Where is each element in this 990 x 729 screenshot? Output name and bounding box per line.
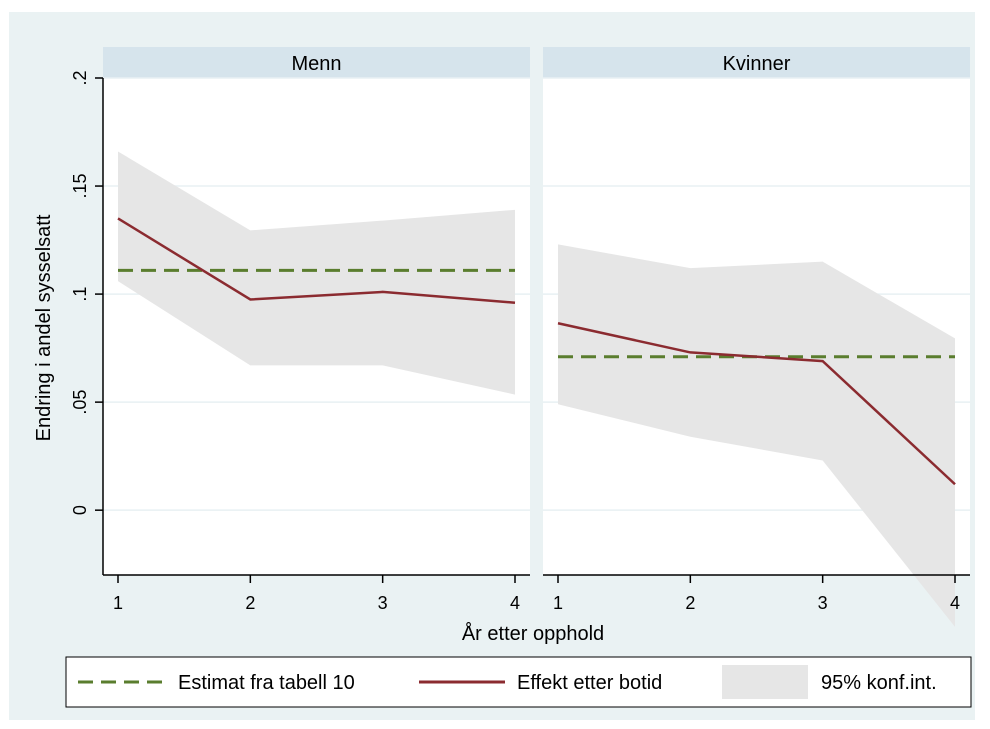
panel-strip xyxy=(103,47,530,78)
panel-title: Kvinner xyxy=(723,53,791,75)
panel-title: Menn xyxy=(291,53,341,75)
legend-ci-label: 95% konf.int. xyxy=(821,672,937,694)
effect-line xyxy=(117,217,516,304)
x-tick-label: 4 xyxy=(510,593,520,613)
ci-band xyxy=(118,151,515,395)
y-tick-label: .15 xyxy=(70,174,90,199)
legend-box xyxy=(65,656,972,708)
x-tick-label: 1 xyxy=(113,593,123,613)
x-tick-label: 3 xyxy=(818,593,828,613)
y-tick-label: 0 xyxy=(70,505,90,515)
x-tick-label: 4 xyxy=(950,593,960,613)
legend-effect-label: Effekt etter botid xyxy=(517,672,662,694)
panel-1: Menn 1 2 3 4 0 .05 .1 .15 .2 xyxy=(70,47,530,613)
x-tick-label: 2 xyxy=(685,593,695,613)
x-tick-label: 2 xyxy=(245,593,255,613)
ci-band xyxy=(558,244,955,627)
panel-strip xyxy=(543,47,970,78)
y-tick-label: .05 xyxy=(70,390,90,415)
y-axis-label: Endring i andel sysselsatt xyxy=(33,214,55,441)
x-axis-label: År etter opphold xyxy=(462,622,604,645)
y-tick-label: .1 xyxy=(70,287,90,302)
effect-line xyxy=(557,322,956,486)
legend-ci-swatch xyxy=(722,665,808,699)
y-tick-label: .2 xyxy=(70,70,90,85)
x-tick-label: 3 xyxy=(378,593,388,613)
panel-2: Kvinner 1 2 3 4 xyxy=(543,47,970,627)
legend-estimate-label: Estimat fra tabell 10 xyxy=(178,672,355,694)
x-tick-label: 1 xyxy=(553,593,563,613)
panels: Menn 1 2 3 4 0 .05 .1 .15 .2 Kvinner 1 2 3 4 xyxy=(70,47,970,627)
legend: Estimat fra tabell 10 Effekt etter botid… xyxy=(65,656,972,708)
